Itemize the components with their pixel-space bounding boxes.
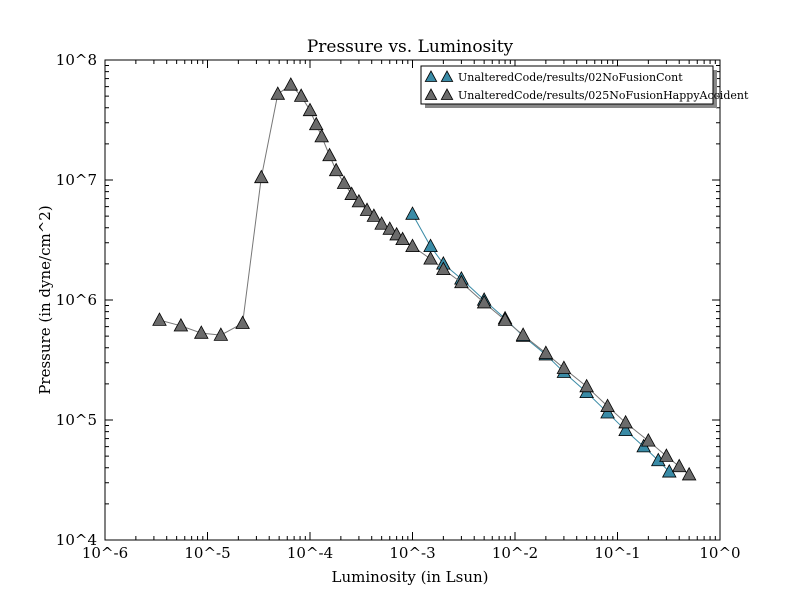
y-tick-label: 10^7 — [56, 171, 97, 189]
legend-marker — [440, 70, 454, 82]
data-point — [671, 458, 687, 473]
data-point — [405, 238, 420, 252]
data-point — [454, 274, 469, 289]
data-point — [538, 345, 554, 359]
plot-frame — [104, 59, 721, 541]
legend-label: UnalteredCode/results/02NoFusionCont — [458, 71, 683, 84]
data-point — [395, 231, 410, 246]
y-tick-label: 10^8 — [56, 51, 97, 69]
data-point — [336, 175, 352, 189]
x-tick-label: 10^-4 — [287, 544, 333, 562]
data-point — [659, 448, 674, 462]
data-point — [322, 147, 337, 162]
data-point — [293, 88, 309, 102]
data-point — [235, 315, 250, 329]
data-point — [405, 206, 420, 220]
data-point — [152, 312, 167, 326]
y-tick-label: 10^4 — [56, 531, 97, 549]
legend-marker — [424, 88, 438, 100]
data-point — [600, 398, 615, 412]
x-axis-label: Luminosity (in Lsun) — [331, 568, 488, 586]
x-tick-label: 10^-3 — [389, 544, 435, 562]
data-point — [476, 294, 492, 309]
data-point — [213, 327, 229, 341]
data-point — [579, 378, 594, 393]
y-tick-label: 10^5 — [56, 411, 97, 429]
x-tick-label: 10^-1 — [594, 544, 640, 562]
legend-box — [420, 65, 714, 105]
data-point — [423, 251, 438, 265]
data-point — [618, 414, 633, 429]
data-point — [193, 325, 209, 339]
legend-label: UnalteredCode/results/025NoFusionHappyAc… — [458, 89, 749, 102]
x-tick-label: 10^0 — [699, 544, 740, 562]
data-point — [436, 261, 451, 276]
data-point — [681, 466, 697, 481]
data-point — [308, 116, 324, 131]
data-point — [328, 162, 344, 177]
chart-title: Pressure vs. Luminosity — [307, 37, 514, 57]
data-point — [374, 216, 389, 230]
data-point — [618, 422, 633, 436]
series-layer — [152, 77, 697, 481]
x-tick-label: 10^-2 — [492, 544, 538, 562]
data-point — [270, 86, 286, 100]
tick-layer: 10^-6 10^-5 10^-4 10^-3 10^-2 10^-1 10^0 10^4 10… — [56, 51, 741, 562]
data-point — [497, 312, 513, 326]
data-point — [359, 202, 375, 216]
data-point — [556, 360, 572, 374]
series-2 — [152, 77, 697, 481]
legend-entries: UnalteredCode/results/02NoFusionCont Unal… — [424, 70, 749, 102]
data-point — [302, 102, 318, 117]
data-point — [344, 186, 359, 200]
data-point — [382, 221, 398, 235]
y-axis-label: Pressure (in dyne/cm^2) — [36, 205, 54, 394]
legend: UnalteredCode/results/02NoFusionCont Unal… — [420, 65, 749, 108]
y-tick-label: 10^6 — [56, 291, 97, 309]
data-point — [314, 128, 330, 143]
data-point — [283, 77, 299, 91]
data-point — [515, 327, 531, 341]
data-point — [253, 169, 269, 184]
data-point — [173, 317, 189, 332]
data-point — [351, 193, 367, 208]
legend-marker — [424, 70, 438, 82]
legend-marker — [440, 88, 454, 100]
data-point — [366, 208, 382, 222]
data-point — [641, 433, 656, 447]
x-tick-label: 10^-5 — [184, 544, 230, 562]
x-tick-label: 10^-6 — [82, 544, 128, 562]
